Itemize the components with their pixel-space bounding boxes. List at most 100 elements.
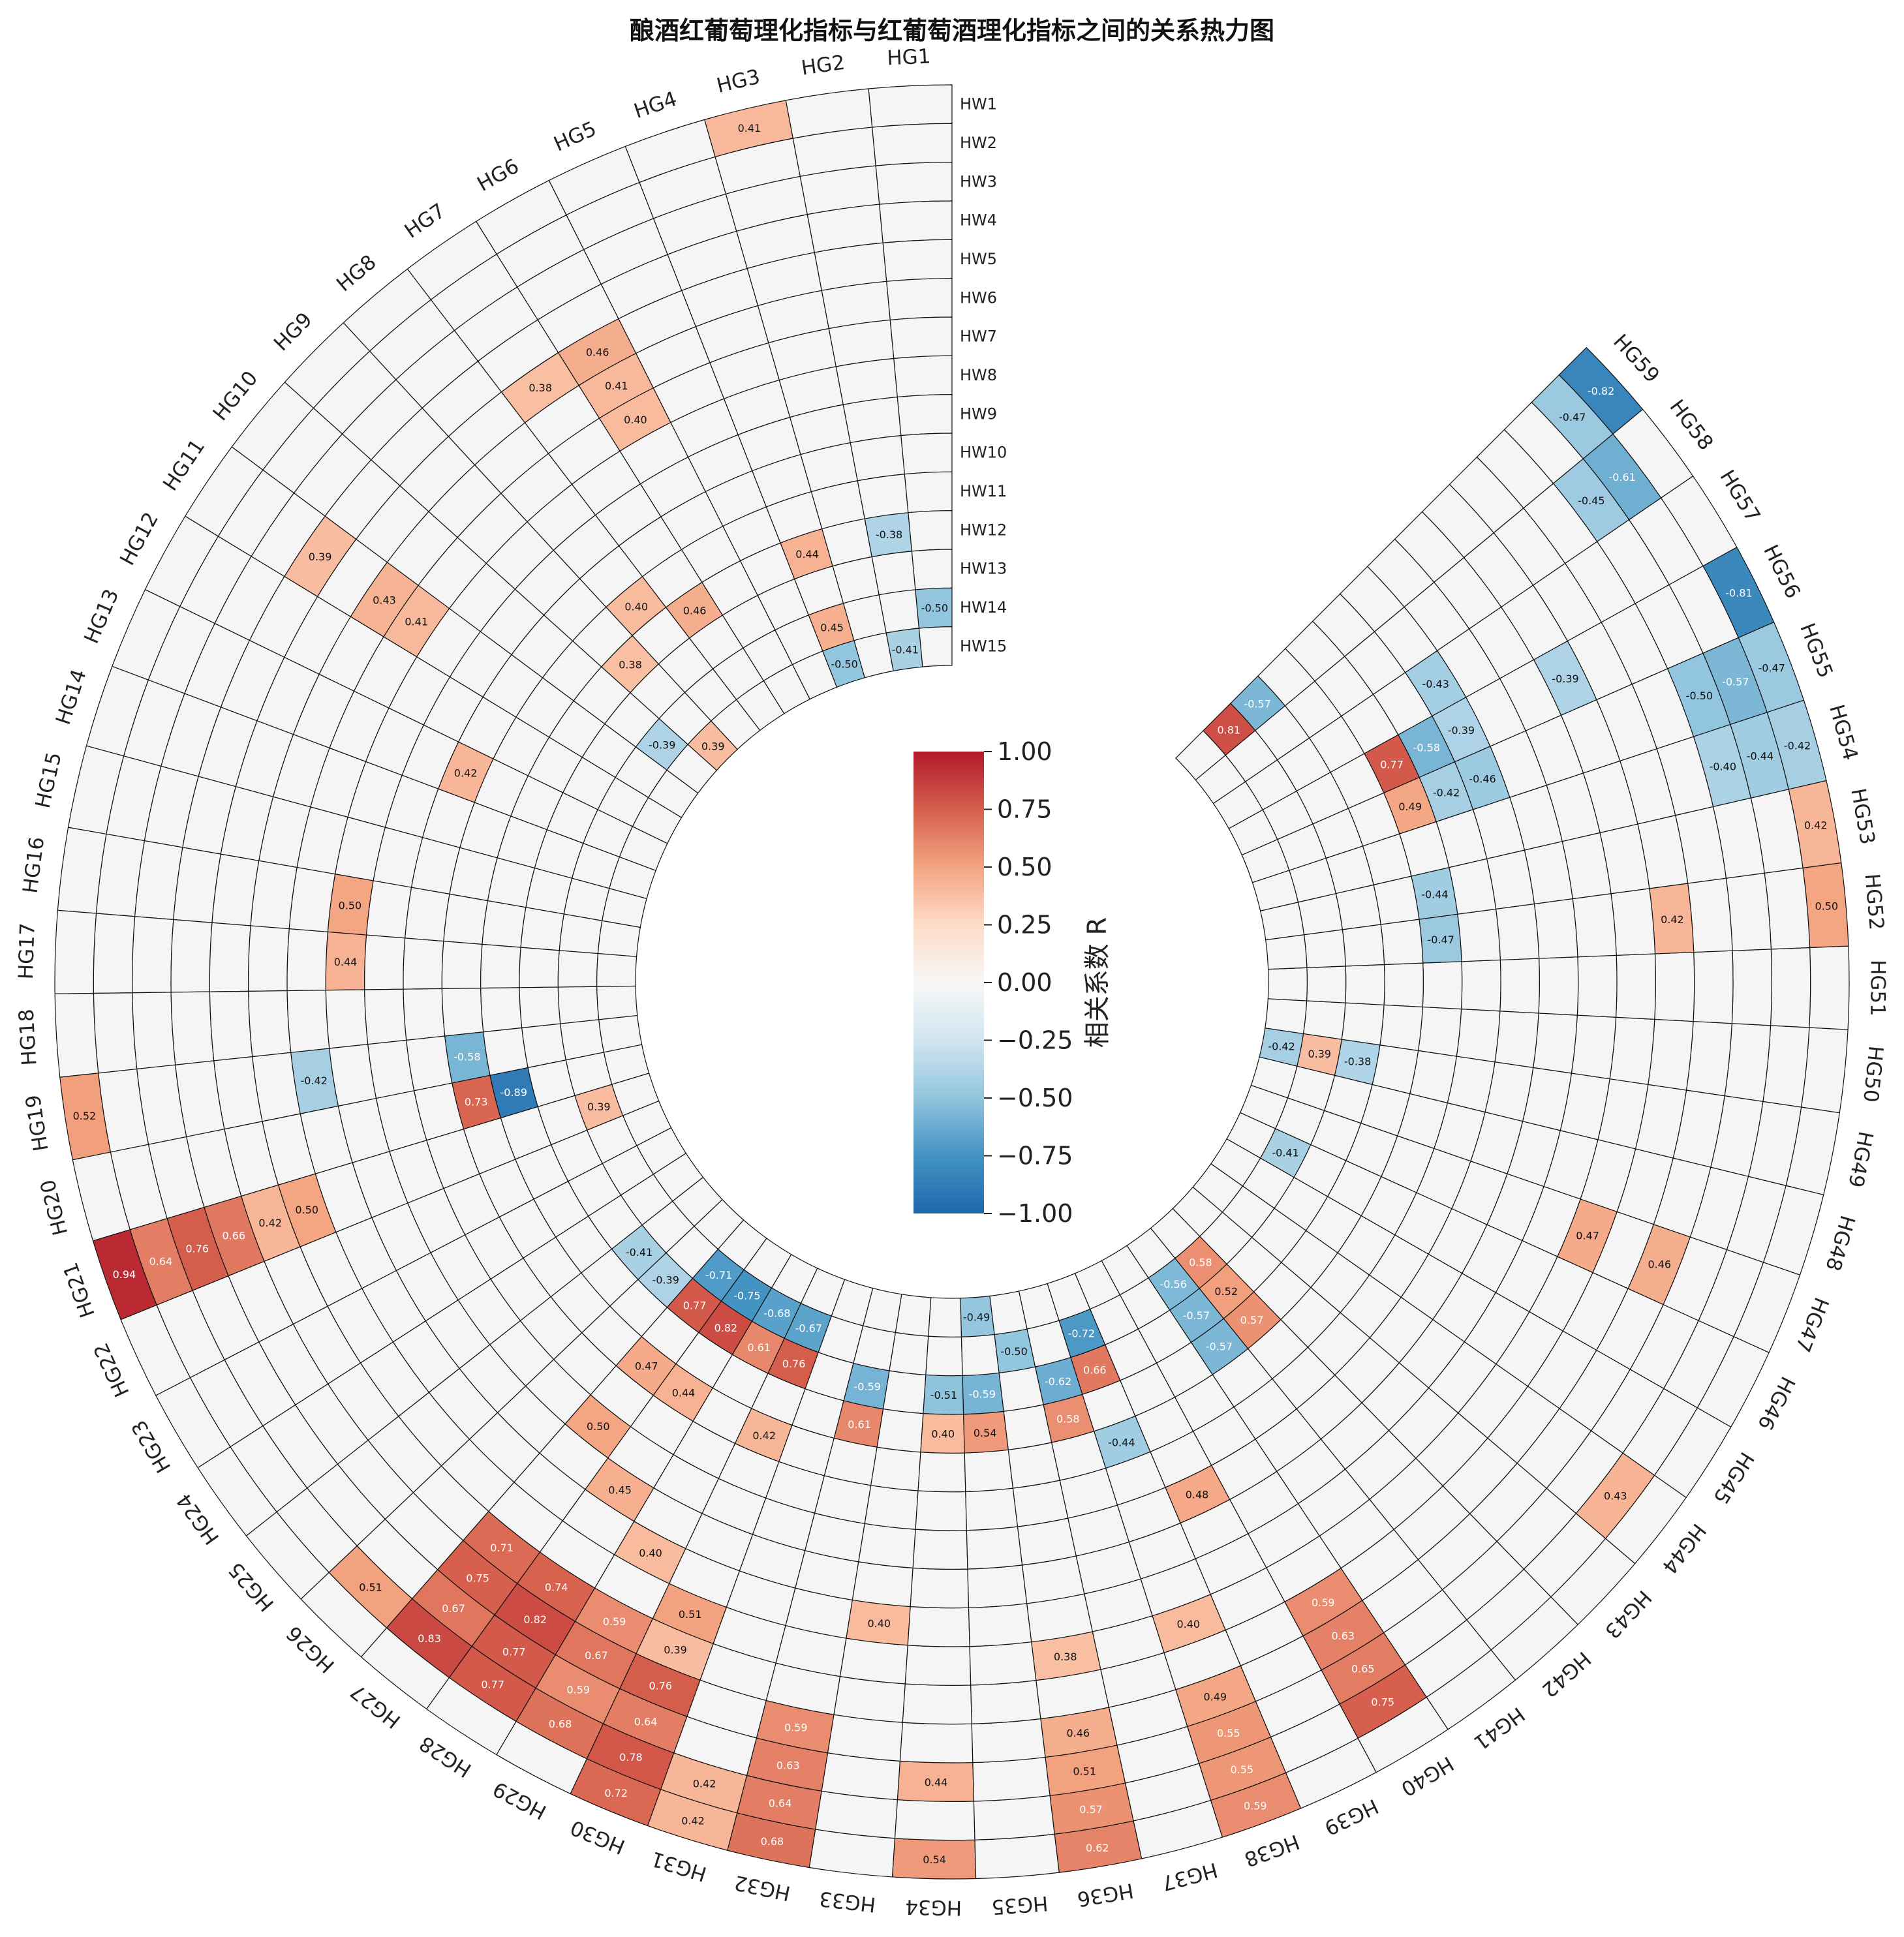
cell-value-hg13-hw10: 0.42 [454,767,478,780]
cell-value-hg38-hw4: 0.49 [1203,1691,1227,1703]
column-label-hg18: HG18 [14,1009,41,1067]
cell-hg52-hw14 [1303,929,1346,968]
cell-value-hg2-hw15: -0.41 [892,643,919,656]
cell-value-hg32-hw12: 0.61 [848,1418,871,1431]
cell-value-hg34-hw12: 0.40 [931,1428,955,1441]
cell-hg34-hw5 [902,1683,972,1725]
cell-value-hg28-hw2: 0.77 [481,1678,504,1690]
cell-value-hg28-hw13: 0.82 [714,1322,738,1334]
colorbar-tick-label: 1.00 [997,737,1052,766]
cell-hg1-hw3 [875,162,953,205]
cell-hg17-hw13 [519,947,560,988]
cell-value-hg40-hw2: 0.75 [1371,1696,1394,1709]
cell-hg1-hw4 [878,200,953,243]
cell-value-hg34-hw1: 0.54 [923,1853,946,1866]
colorbar-gradient [914,752,984,1213]
cell-value-hg8-hw11: 0.40 [624,600,648,613]
cell-hg2-hw9 [842,396,902,444]
cell-hg1-hw2 [871,123,953,166]
cell-value-hg27-hw2: 0.83 [418,1632,441,1645]
column-label-hg1: HG1 [887,44,932,70]
colorbar-ticks: 1.00 0.75 0.50 0.25 0.00 −0.25 −0.50 −0.75 −1.00 [984,737,1073,1228]
cell-value-hg40-hw5: 0.59 [1312,1596,1335,1609]
cell-value-hg32-hw3: 0.63 [776,1760,800,1772]
cell-hg16-hw13 [520,907,565,951]
colorbar-tick-label: −0.75 [997,1142,1073,1170]
cell-value-hg57-hw9: -0.43 [1422,678,1449,690]
cell-hg51-hw2 [1770,947,1811,1028]
cell-value-hg36-hw3: 0.51 [1073,1765,1096,1778]
cell-value-hg41-hw14: -0.56 [1159,1278,1186,1290]
cell-hg50-hw11 [1417,1006,1462,1057]
cell-value-hg56-hw10: -0.58 [1413,741,1440,754]
cell-hg16-hw14 [559,913,603,954]
cell-value-hg27-hw14: -0.71 [705,1269,732,1281]
row-label-hw7: HW7 [960,328,997,346]
cell-hg51-hw3 [1731,949,1772,1026]
cell-hg1-hw13 [911,549,953,590]
cell-value-hg29-hw13: 0.61 [747,1341,771,1354]
cell-value-hg54-hw1: -0.42 [1784,739,1811,752]
cell-value-hg21-hw6: 0.50 [295,1204,318,1216]
colorbar: 1.00 0.75 0.50 0.25 0.00 −0.25 −0.50 −0.75 −1.00… [914,737,1113,1228]
cell-hg35-hw8 [967,1564,1028,1608]
chart-title: 酿酒红葡萄理化指标与红葡萄酒理化指标之间的关系热力图 [630,16,1274,45]
cell-hg17-hw12 [480,943,521,989]
colorbar-label: 相关系数 R [1083,917,1113,1048]
cell-value-hg29-hw3: 0.59 [566,1684,590,1696]
cell-hg16-hw10 [405,887,450,942]
cell-value-hg59-hw13: -0.57 [1244,698,1270,710]
cell-value-hg4-hw12: 0.44 [795,548,819,560]
cell-value-hg28-hw14: -0.75 [733,1289,760,1302]
cell-value-hg34-hw3: 0.44 [925,1776,948,1788]
cell-hg16-hw9 [365,880,412,939]
cell-value-hg34-hw13: -0.51 [930,1389,957,1401]
cell-hg50-hw6 [1609,1016,1655,1086]
cell-hg18-hw2 [93,992,138,1074]
cell-value-hg10-hw14: -0.39 [649,739,675,752]
cell-value-hg29-hw4: 0.67 [585,1649,608,1662]
cell-value-hg55-hw3: -0.50 [1686,690,1713,702]
cell-hg51-hw15 [1267,967,1308,1001]
row-label-hw9: HW9 [960,404,997,423]
cell-value-hg49-hw15: -0.42 [1268,1041,1295,1053]
cell-hg50-hw10 [1456,1008,1501,1063]
cell-value-hg27-hw5: 0.71 [490,1542,514,1554]
row-label-hw10: HW10 [960,444,1007,462]
cell-value-labels: -0.50 -0.38 -0.41 0.41 0.44 0.45 -0.50 0.46 0.41… [73,122,1839,1866]
cell-value-hg30-hw2: 0.78 [619,1751,643,1763]
cell-value-hg36-hw14: -0.50 [1000,1345,1027,1358]
cell-hg17-hw4 [170,919,213,993]
cell-hg50-hw7 [1571,1014,1617,1080]
cell-value-hg59-hw14: 0.81 [1217,724,1240,737]
cell-hg35-hw10 [965,1487,1019,1531]
row-label-hw12: HW12 [960,521,1007,539]
cell-hg18-hw1 [54,992,99,1078]
cell-hg1-hw12 [908,510,953,552]
cell-value-hg56-hw9: -0.39 [1448,724,1475,737]
cell-value-hg4-hw14: 0.45 [820,621,844,633]
row-label-hw14: HW14 [960,598,1007,617]
cell-value-hg32-hw1: 0.68 [761,1835,784,1848]
cell-value-hg55-hw1: -0.47 [1758,662,1785,674]
cell-value-hg20-hw11: 0.73 [465,1095,488,1108]
cell-value-hg29-hw7: 0.40 [639,1547,662,1559]
cell-value-hg16-hw8: 0.50 [339,900,362,912]
row-labels: HW1 HW2 HW3 HW4 HW5 HW6 HW7 HW8 HW9 HW10 HW11 HW12 H… [960,95,1007,656]
colorbar-tick-label: −0.25 [997,1026,1073,1055]
cell-value-hg30-hw5: 0.39 [664,1644,687,1656]
cell-value-hg28-hw11: 0.44 [672,1386,696,1399]
cell-hg51-hw4 [1693,950,1734,1024]
cell-hg33-hw15 [895,1294,932,1337]
cell-hg1-hw15 [918,626,953,667]
cell-hg17-hw15 [596,953,637,987]
cell-hg18-hw9 [364,988,407,1045]
cell-hg2-hw11 [857,474,909,519]
cell-value-hg38-hw14: -0.72 [1068,1328,1095,1340]
cell-value-hg54-hw3: -0.40 [1710,760,1736,772]
cell-hg1-hw11 [904,471,953,513]
cell-hg51-hw10 [1460,959,1501,1012]
cell-hg35-hw3 [972,1756,1051,1802]
cell-hg18-hw12 [480,987,523,1033]
